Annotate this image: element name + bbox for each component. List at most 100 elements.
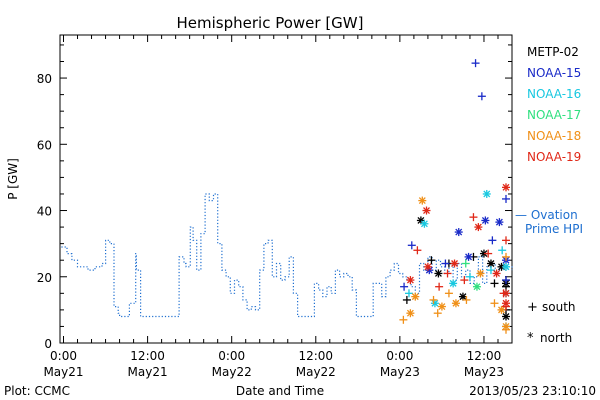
point-stroke-d2 bbox=[431, 299, 439, 307]
data-point-south bbox=[484, 249, 493, 258]
point-stroke-d2 bbox=[473, 283, 481, 291]
y-axis-label: P [GW] bbox=[6, 158, 20, 200]
data-point-north bbox=[451, 299, 460, 308]
x-tick-label-time: 12:00 bbox=[298, 349, 333, 363]
legend-south-label: south bbox=[542, 300, 576, 314]
data-point-south bbox=[413, 246, 422, 255]
data-point-south bbox=[460, 276, 469, 285]
point-stroke-d2 bbox=[455, 228, 463, 236]
data-point-south bbox=[469, 213, 478, 222]
footer-timestamp: 2013/05/23 23:10:10 bbox=[469, 384, 596, 398]
point-stroke-d2 bbox=[502, 322, 510, 330]
point-stroke-d2 bbox=[483, 190, 491, 198]
data-point-south bbox=[400, 282, 409, 291]
data-point-south bbox=[490, 279, 499, 288]
data-point-south bbox=[461, 259, 470, 268]
data-point-north bbox=[482, 189, 491, 198]
data-point-south bbox=[502, 194, 510, 203]
legend-ovation-line1: — Ovation bbox=[515, 208, 578, 222]
data-point-south bbox=[502, 252, 510, 261]
legend-entry-noaa-17: NOAA-17 bbox=[527, 108, 581, 122]
plot-frame bbox=[59, 34, 513, 344]
data-point-north bbox=[454, 228, 463, 237]
point-stroke-d2 bbox=[493, 269, 501, 277]
point-stroke-d2 bbox=[495, 218, 503, 226]
data-point-north bbox=[502, 322, 510, 331]
data-point-south bbox=[502, 236, 510, 245]
data-point-south bbox=[441, 259, 450, 268]
data-point-south bbox=[402, 295, 411, 304]
data-point-north bbox=[406, 309, 415, 318]
data-point-north bbox=[476, 269, 485, 278]
x-tick-label-time: 0:00 bbox=[386, 349, 413, 363]
data-point-south bbox=[407, 241, 416, 250]
point-stroke-d2 bbox=[487, 260, 495, 267]
point-stroke-d2 bbox=[502, 313, 510, 320]
x-tick-label-date: May21 bbox=[128, 365, 168, 379]
legend-ovation-line2: Prime HPI bbox=[525, 222, 583, 236]
point-stroke-d2 bbox=[477, 269, 484, 277]
point-stroke-d2 bbox=[424, 263, 432, 271]
legend-north-label: north bbox=[540, 331, 572, 345]
y-tick-label: 60 bbox=[37, 138, 52, 152]
data-point-north bbox=[497, 305, 506, 314]
point-stroke-d2 bbox=[420, 220, 428, 228]
y-tick-label: 40 bbox=[37, 205, 52, 219]
y-tick-label: 80 bbox=[37, 72, 52, 86]
data-point-south bbox=[444, 289, 453, 298]
legend-entry-noaa-18: NOAA-18 bbox=[527, 129, 581, 143]
data-point-north bbox=[450, 259, 459, 268]
ovation-line bbox=[61, 193, 513, 318]
data-point-north bbox=[474, 223, 483, 232]
x-tick-label-time: 0:00 bbox=[50, 349, 77, 363]
data-point-north bbox=[502, 183, 510, 192]
point-stroke-d2 bbox=[481, 217, 489, 224]
point-stroke-d2 bbox=[502, 183, 510, 191]
legend-north-symbol: * bbox=[527, 331, 534, 346]
data-point-south bbox=[502, 276, 510, 285]
data-point-north bbox=[422, 206, 431, 215]
data-point-south bbox=[429, 295, 438, 304]
data-point-north bbox=[492, 269, 501, 278]
data-point-south bbox=[498, 246, 507, 255]
point-stroke-d2 bbox=[425, 266, 433, 274]
x-tick-label-date: May23 bbox=[464, 365, 504, 379]
x-tick-label-time: 12:00 bbox=[130, 349, 165, 363]
x-tick-label-date: May23 bbox=[380, 365, 420, 379]
data-point-north bbox=[420, 219, 429, 228]
data-point-north bbox=[472, 282, 481, 291]
legend-south-symbol: + bbox=[527, 300, 538, 315]
data-point-south bbox=[443, 269, 452, 278]
data-point-south bbox=[465, 272, 474, 281]
legend-entry-noaa-19: NOAA-19 bbox=[527, 150, 581, 164]
point-stroke-d2 bbox=[498, 306, 505, 314]
point-stroke-d2 bbox=[502, 263, 510, 271]
point-stroke-d2 bbox=[465, 253, 473, 261]
x-tick-label-time: 12:00 bbox=[467, 349, 502, 363]
data-point-north bbox=[423, 262, 432, 271]
point-stroke-d2 bbox=[502, 289, 510, 297]
point-stroke-d2 bbox=[438, 303, 446, 311]
data-point-north bbox=[411, 292, 420, 301]
data-point-south bbox=[399, 315, 408, 324]
x-tick-label-date: May22 bbox=[212, 365, 252, 379]
satellite-points bbox=[399, 59, 510, 334]
point-stroke-d2 bbox=[480, 250, 488, 258]
point-stroke-d2 bbox=[474, 223, 482, 231]
x-tick-label-date: May21 bbox=[43, 365, 83, 379]
legend-entry-metp-02: METP-02 bbox=[527, 45, 579, 59]
chart-title: Hemispheric Power [GW] bbox=[177, 14, 364, 32]
data-point-south bbox=[433, 309, 442, 318]
ovation-series bbox=[61, 193, 513, 318]
data-point-north bbox=[406, 276, 415, 285]
point-stroke-d2 bbox=[418, 197, 426, 205]
data-point-north bbox=[449, 279, 458, 288]
x-tick-label-date: May22 bbox=[296, 365, 336, 379]
data-point-north bbox=[437, 302, 446, 311]
data-point-north bbox=[418, 196, 427, 205]
y-tick-label: 20 bbox=[37, 271, 52, 285]
point-stroke-d2 bbox=[449, 279, 457, 287]
data-point-north bbox=[502, 289, 510, 298]
footer-plot-source: Plot: CCMC bbox=[4, 384, 70, 398]
